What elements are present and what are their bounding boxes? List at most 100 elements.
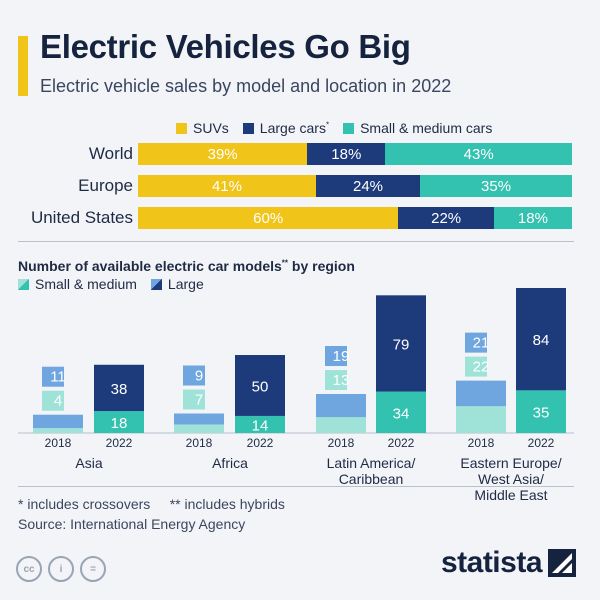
value-label-small-medium-2022: 34 bbox=[393, 405, 410, 422]
label-box-large-2018 bbox=[325, 346, 347, 367]
legend-swatch-large-models bbox=[150, 278, 162, 290]
label-box-small-medium-2018 bbox=[183, 389, 205, 410]
stacked-bar-united-states: 60% 22% 18% bbox=[138, 207, 572, 229]
bar-segment-small-medium: 43% bbox=[385, 143, 572, 165]
legend-label-large-cars: Large cars* bbox=[259, 120, 330, 136]
bar-segment-large-cars: 22% bbox=[398, 207, 494, 229]
value-label-large-2018: 19 bbox=[333, 348, 350, 365]
legend-swatch-large-cars bbox=[242, 122, 254, 134]
equals-icon[interactable]: = bbox=[80, 556, 106, 582]
column-small-medium-2018 bbox=[33, 428, 83, 433]
row-label-europe: Europe bbox=[78, 176, 133, 195]
region-label: Asia bbox=[75, 455, 103, 471]
brand-name: statista bbox=[440, 546, 543, 579]
column-large-2018 bbox=[316, 394, 366, 418]
stacked-bar-world: 39% 18% 43% bbox=[138, 143, 572, 165]
column-small-medium-2022 bbox=[94, 411, 144, 433]
bar-segment-suvs: 41% bbox=[138, 175, 316, 197]
column-small-medium-2018 bbox=[174, 424, 224, 433]
value-label-large-2022: 50 bbox=[252, 378, 269, 395]
legend-label-large-models: Large bbox=[167, 276, 204, 292]
page-title: Electric Vehicles Go Big bbox=[40, 28, 411, 65]
column-large-2022 bbox=[235, 355, 285, 416]
year-tick-label: 2018 bbox=[186, 436, 213, 450]
value-label-large-2018: 21 bbox=[473, 335, 490, 352]
statista-icon bbox=[548, 549, 576, 577]
value-label-small-medium-2022: 35 bbox=[533, 405, 550, 422]
column-small-medium-2022 bbox=[516, 390, 566, 433]
label-box-large-2018 bbox=[183, 365, 205, 386]
year-tick-label: 2018 bbox=[468, 436, 495, 450]
section-divider bbox=[18, 241, 574, 242]
label-box-small-medium-2018 bbox=[465, 356, 487, 377]
year-tick-label: 2022 bbox=[247, 436, 274, 450]
bar-segment-suvs: 60% bbox=[138, 207, 399, 229]
footer-divider bbox=[18, 486, 574, 487]
column-small-medium-2022 bbox=[235, 415, 285, 433]
row-label-world: World bbox=[88, 144, 133, 163]
column-large-2022 bbox=[376, 295, 426, 392]
label-box-large-2018 bbox=[42, 366, 64, 387]
stacked-bar-europe: 41% 24% 35% bbox=[138, 175, 572, 197]
year-tick-label: 2022 bbox=[388, 436, 415, 450]
footnotes: * includes crossovers ** includes hybrid… bbox=[18, 496, 285, 512]
person-icon[interactable]: i bbox=[48, 556, 74, 582]
year-tick-label: 2022 bbox=[528, 436, 555, 450]
cc-icon[interactable]: cc bbox=[16, 556, 42, 582]
legend-swatch-suvs bbox=[176, 122, 187, 134]
footnote-hybrids: ** includes hybrids bbox=[169, 496, 285, 512]
bar-segment-large-cars: 18% bbox=[307, 143, 386, 165]
legend-label-suvs: SUVs bbox=[193, 120, 229, 136]
legend-swatch-small-medium-models bbox=[18, 278, 29, 290]
title-accent-bar bbox=[18, 36, 28, 96]
source-note: Source: International Energy Agency bbox=[18, 516, 246, 532]
label-box-small-medium-2018 bbox=[325, 370, 347, 391]
license-icons: cc i = bbox=[16, 556, 106, 582]
bar-segment-small-medium: 18% bbox=[493, 207, 572, 229]
value-label-small-medium-2022: 14 bbox=[252, 417, 269, 434]
page-subtitle: Electric vehicle sales by model and loca… bbox=[40, 76, 452, 96]
year-tick-label: 2018 bbox=[45, 436, 72, 450]
region-label: Eastern Europe/West Asia/Middle East bbox=[460, 455, 562, 503]
bar-segment-suvs: 39% bbox=[138, 143, 308, 165]
column-small-medium-2018 bbox=[456, 406, 506, 433]
value-label-large-2022: 79 bbox=[393, 336, 410, 353]
legend-label-small-medium-models: Small & medium bbox=[35, 276, 137, 292]
column-large-2022 bbox=[94, 364, 144, 412]
value-label-small-medium-2018: 7 bbox=[195, 392, 203, 409]
label-box-large-2018 bbox=[465, 332, 487, 353]
row-label-united-states: United States bbox=[30, 208, 133, 227]
bar-segment-small-medium: 35% bbox=[420, 175, 572, 197]
column-small-medium-2018 bbox=[316, 417, 366, 433]
brand-logo[interactable]: statista bbox=[441, 546, 576, 580]
legend-suvs: SUVs bbox=[176, 120, 229, 136]
legend-label-small-medium: Small & medium cars bbox=[360, 120, 493, 136]
region-label: Africa bbox=[212, 455, 248, 471]
column-large-2018 bbox=[456, 380, 506, 407]
legend-swatch-small-medium bbox=[343, 122, 355, 134]
value-label-small-medium-2018: 4 bbox=[54, 393, 62, 410]
year-tick-label: 2018 bbox=[328, 436, 355, 450]
legend-small-medium-cars: Small & medium cars bbox=[343, 120, 492, 136]
sales-legend: SUVs Large cars* Small & medium cars bbox=[176, 120, 492, 136]
column-small-medium-2022 bbox=[376, 391, 426, 433]
legend-large-cars: Large cars* bbox=[242, 120, 330, 136]
legend-large: Large bbox=[150, 276, 204, 292]
value-label-large-2022: 38 bbox=[111, 381, 128, 398]
year-tick-label: 2022 bbox=[106, 436, 133, 450]
value-label-large-2022: 84 bbox=[533, 332, 550, 349]
value-label-small-medium-2022: 18 bbox=[111, 415, 128, 432]
column-large-2018 bbox=[174, 413, 224, 425]
value-label-large-2018: 9 bbox=[195, 368, 203, 385]
column-large-2018 bbox=[33, 414, 83, 429]
region-label: Latin America/Caribbean bbox=[326, 455, 416, 487]
label-box-small-medium-2018 bbox=[42, 390, 64, 411]
column-large-2022 bbox=[516, 288, 566, 391]
bar-segment-large-cars: 24% bbox=[315, 175, 421, 197]
value-label-small-medium-2018: 22 bbox=[473, 359, 490, 376]
models-chart-title: Number of available electric car models*… bbox=[18, 258, 355, 274]
value-label-large-2018: 11 bbox=[50, 369, 66, 386]
legend-small-medium: Small & medium bbox=[18, 276, 137, 292]
models-legend: Small & medium Large bbox=[18, 276, 204, 292]
